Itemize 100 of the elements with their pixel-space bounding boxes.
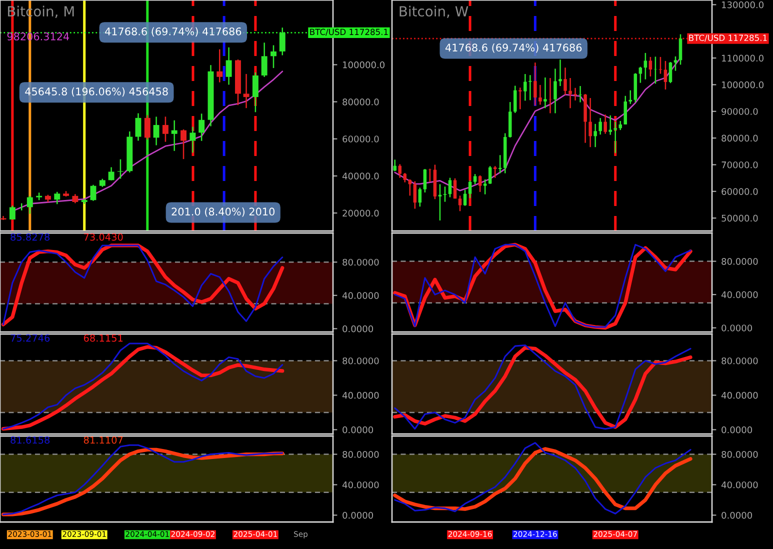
series-label: 68.1151	[84, 334, 123, 342]
candlestick	[678, 34, 682, 66]
series-label: 85.8278	[10, 233, 50, 241]
series-label: 81.1107	[84, 436, 123, 444]
candlestick	[226, 46, 232, 86]
candlestick	[608, 114, 612, 136]
ref-line-label: BTC/USD 117285.1	[310, 28, 388, 36]
y-tick-label: 40.0000	[721, 481, 758, 488]
candlestick	[190, 126, 196, 154]
candlestick	[144, 114, 150, 140]
text: 75.2746	[10, 334, 50, 342]
candlestick	[538, 84, 542, 106]
candlestick	[668, 61, 672, 84]
y-tick-label: 40.0000	[342, 392, 379, 399]
y-tick-label: 0.0000	[342, 512, 374, 519]
y-tick-label: 0.0000	[722, 324, 752, 332]
candlestick	[463, 189, 467, 206]
candlestick	[528, 74, 532, 101]
candlestick	[624, 95, 628, 126]
candlestick	[403, 172, 407, 183]
candlestick	[514, 85, 517, 114]
y-tick-label: 0.0000	[342, 426, 374, 434]
candlestick	[453, 178, 457, 200]
y-tick-label: 0.0000	[722, 512, 752, 519]
annotation: 45645.8 (196.06%) 456458	[25, 87, 168, 97]
y-tick-label: 80.0000	[342, 357, 379, 364]
y-tick-label: 80.0000	[342, 450, 379, 458]
candlestick	[534, 62, 537, 106]
candlestick	[638, 66, 642, 84]
candlestick	[588, 97, 592, 148]
y-tick-label: 100000.0	[343, 61, 385, 68]
y-tick-label: 40.0000	[342, 481, 379, 488]
text: 81.6158	[10, 436, 50, 444]
y-tick-label: 70000.0	[722, 161, 758, 168]
candlestick	[488, 165, 492, 185]
candlestick	[458, 195, 462, 212]
candlestick	[162, 116, 168, 142]
candlestick	[448, 177, 452, 198]
candlestick	[544, 76, 547, 109]
y-tick-label: 40000.0	[342, 172, 379, 180]
annotation: 41768.6 (69.74%) 417686	[445, 43, 582, 53]
candlestick	[644, 52, 648, 80]
y-tick-label: 60000.0	[342, 136, 379, 142]
candlestick	[578, 85, 582, 103]
candlestick	[9, 205, 16, 220]
candlestick	[664, 60, 668, 90]
candlestick	[393, 159, 396, 172]
y-tick-label: 80000.0	[342, 98, 379, 106]
y-tick-label: 80.0000	[342, 258, 379, 266]
candlestick	[418, 187, 422, 208]
candlestick	[574, 87, 577, 102]
candlestick	[443, 186, 447, 202]
candlestick	[270, 44, 276, 69]
y-tick-label: 100000.0	[722, 81, 764, 88]
candlestick	[171, 120, 178, 152]
y-tick-label: 80.0000	[722, 258, 758, 265]
candlestick	[614, 121, 617, 154]
candlestick	[598, 117, 602, 136]
candlestick	[413, 180, 417, 210]
candlestick	[243, 73, 250, 109]
candlestick	[554, 68, 557, 114]
candlestick	[654, 56, 658, 84]
candlestick	[604, 114, 607, 134]
annotation: 201.0 (8.40%) 2010	[172, 207, 275, 217]
candlestick	[674, 56, 678, 72]
y-tick-label: 20000.0	[342, 210, 379, 217]
candlestick	[252, 72, 258, 113]
candlestick	[135, 112, 142, 142]
candlestick	[180, 128, 186, 160]
candlestick	[564, 66, 567, 96]
candlestick	[261, 42, 268, 78]
candlestick	[618, 120, 622, 131]
y-tick-label: 40.0000	[721, 392, 758, 399]
y-tick-label: 60000.0	[722, 188, 758, 195]
chart-title: Bitcoin, W	[400, 6, 468, 18]
candlestick	[478, 174, 482, 193]
candlestick	[468, 180, 472, 199]
candlestick	[473, 173, 477, 185]
y-tick-label: 50000.0	[722, 214, 758, 222]
candlestick	[54, 191, 60, 205]
candlestick	[198, 113, 205, 142]
candlestick	[90, 184, 96, 202]
ref-line-label: BTC/USD 117285.1	[689, 34, 767, 42]
y-tick-label: 40.0000	[342, 292, 379, 299]
annotation: 41768.6 (69.74%) 417686	[105, 27, 242, 37]
candlestick	[428, 168, 432, 183]
candlestick	[26, 195, 33, 214]
series-label: 73.0430	[84, 233, 123, 241]
candlestick	[524, 73, 527, 102]
candlestick	[568, 77, 572, 109]
y-tick-label: 80000.0	[722, 134, 758, 142]
y-tick-label: 110000.0	[722, 54, 764, 62]
candlestick	[398, 164, 402, 178]
candlestick	[108, 166, 114, 182]
candlestick	[72, 193, 78, 204]
candlestick	[558, 58, 562, 87]
candlestick	[548, 77, 552, 114]
candlestick	[117, 158, 124, 180]
y-tick-label: 130000.0	[722, 1, 764, 8]
y-tick-label: 90000.0	[722, 108, 758, 115]
